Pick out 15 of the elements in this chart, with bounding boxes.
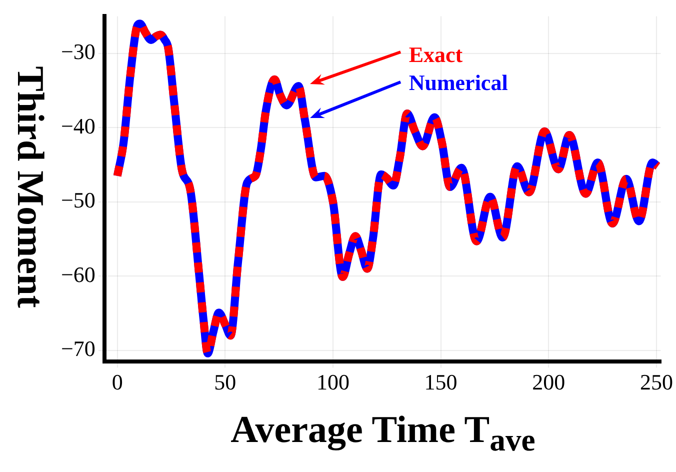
x-tick-label: 150	[424, 370, 458, 395]
legend-label: Exact	[408, 42, 464, 67]
series-label: Numerical	[408, 70, 508, 95]
x-axis-title: Average Time T$_{ave}$	[230, 408, 536, 459]
y-tick-label: −50	[60, 188, 96, 213]
x-tick-label: 250	[640, 370, 673, 395]
x-tick-label: 100	[316, 370, 350, 395]
x-tick-label: 50	[214, 370, 236, 395]
x-tick-label: 0	[112, 370, 123, 395]
y-axis-title: Third Moment	[8, 65, 52, 310]
y-tick-label: −60	[60, 262, 96, 287]
x-tick-label: 200	[532, 370, 566, 395]
y-tick-label: −30	[60, 39, 96, 64]
y-tick-label: −70	[60, 336, 96, 362]
y-tick-label: −40	[60, 113, 96, 138]
